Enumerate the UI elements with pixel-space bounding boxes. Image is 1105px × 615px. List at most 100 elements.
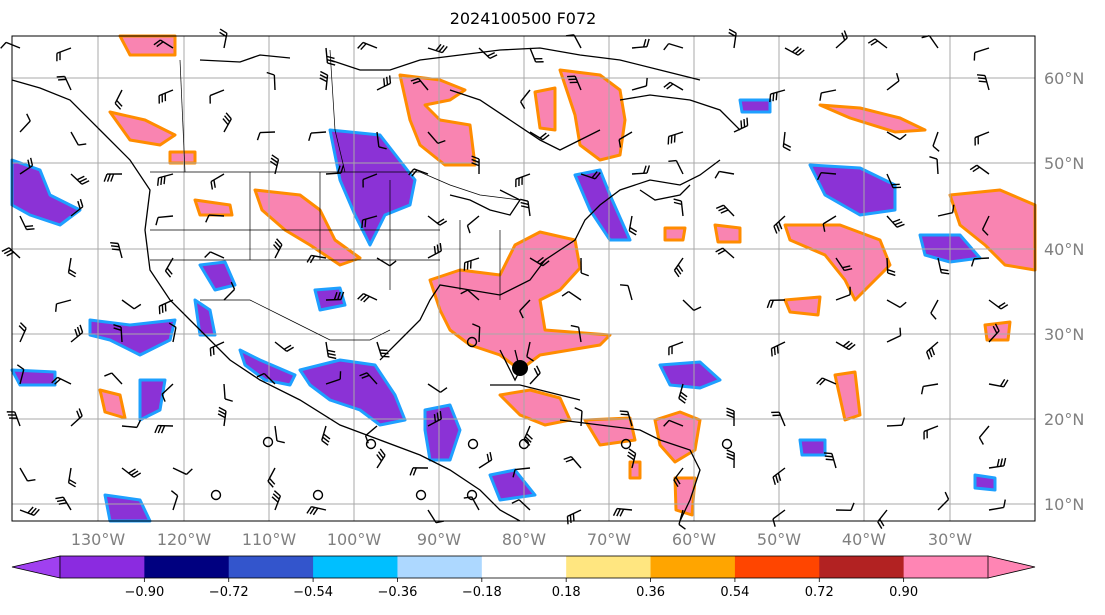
wind-barb [70,173,90,185]
wind-barb [472,323,481,343]
colorbar-tick-label: 0.90 [889,585,918,600]
wind-barb [56,75,72,91]
coastline [11,79,521,522]
longitude-label: 50°W [757,530,801,549]
wind-barb [512,467,531,478]
positive-region [818,103,927,134]
political-borders [150,49,521,341]
wind-barb [158,299,174,315]
positive-region [663,226,687,242]
positive-region [533,86,557,132]
wind-barb [988,323,1000,343]
wind-barb [269,154,280,175]
wind-barb [886,327,902,343]
calm-marker [365,438,377,450]
wind-barb [973,47,990,61]
wind-barb [816,171,837,181]
wind-barb [114,89,123,110]
colorbar-bin [144,556,230,578]
wind-barb [563,455,582,469]
wind-barb [886,131,907,141]
wind-barb [978,425,990,445]
negative-region [738,98,772,114]
wind-barb [376,257,397,267]
wind-barb [210,173,225,190]
wind-barb [204,251,225,259]
longitude-label: 120°W [157,530,212,549]
wind-barb [733,117,749,133]
longitude-labels: 130°W 120°W 110°W 100°W 90°W 80°W 70°W 60°W 50°W… [71,530,972,549]
wind-barb [867,38,888,49]
wind-barb [988,299,1009,310]
wind-barb [427,215,448,226]
wind-barb [668,341,684,356]
wind-barb [673,198,684,217]
wind-barb [816,377,837,386]
wind-barb [766,299,786,309]
colorbar-border [59,555,989,579]
wind-barb [427,43,448,54]
colorbar-tick-label: −0.72 [209,585,249,600]
wind-barb [172,467,193,476]
wind-barb [70,408,83,427]
wind-barb [726,407,735,427]
latitude-label: 10°N [1044,495,1084,514]
wind-barb [427,383,448,393]
wind-barb [823,452,837,469]
wind-barb [520,89,531,109]
longitude-label: 110°W [242,530,297,549]
wind-barb [19,113,31,133]
colorbar-tick-label: 0.72 [805,585,834,600]
wind-barb [773,215,786,234]
wind-barb [969,164,990,175]
wind-barb [463,257,480,271]
wind-barb [19,506,40,516]
wind-barb [715,247,735,259]
wind-barb [325,371,342,385]
wind-barb [580,171,601,180]
longitude-label: 40°W [842,530,886,549]
wind-barb [988,378,1009,388]
wind-barb [67,467,77,488]
wind-barb [266,71,276,91]
wind-barb [772,509,786,527]
coastline [199,54,291,63]
wind-barb [70,131,87,146]
wind-barb [678,509,686,530]
wind-barb [929,156,939,175]
positive-region [428,230,612,372]
wind-barb [628,215,638,236]
anomaly-field [10,34,1037,523]
wind-barb [209,89,225,104]
negative-region [658,360,722,390]
negative-region [10,158,82,227]
border [249,172,501,300]
colorbar-tick-label: 0.36 [636,585,665,600]
positive-region [398,73,477,167]
wind-barb [663,42,684,51]
wind-barb [974,131,990,146]
wind-barb [678,383,688,404]
longitude-label: 60°W [672,530,716,549]
wind-barb [273,238,283,259]
positive-region [713,223,742,244]
latitude-label: 50°N [1044,154,1084,173]
longitude-label: 30°W [928,530,972,549]
positive-region [948,188,1037,272]
coastline [449,189,521,216]
longitude-label: 130°W [71,530,126,549]
wind-barb [427,131,446,145]
wind-barb [930,299,939,320]
wind-barb [726,449,735,469]
wind-barb [427,242,442,259]
wind-barb [267,467,276,488]
negative-region [973,473,997,492]
negative-region [238,348,297,387]
wind-barb [164,257,174,278]
wind-barb [70,198,84,217]
positive-region [983,320,1012,342]
wind-barb [926,341,939,360]
wind-barb [376,75,392,91]
coastline [490,384,581,401]
wind-barb [103,173,123,182]
